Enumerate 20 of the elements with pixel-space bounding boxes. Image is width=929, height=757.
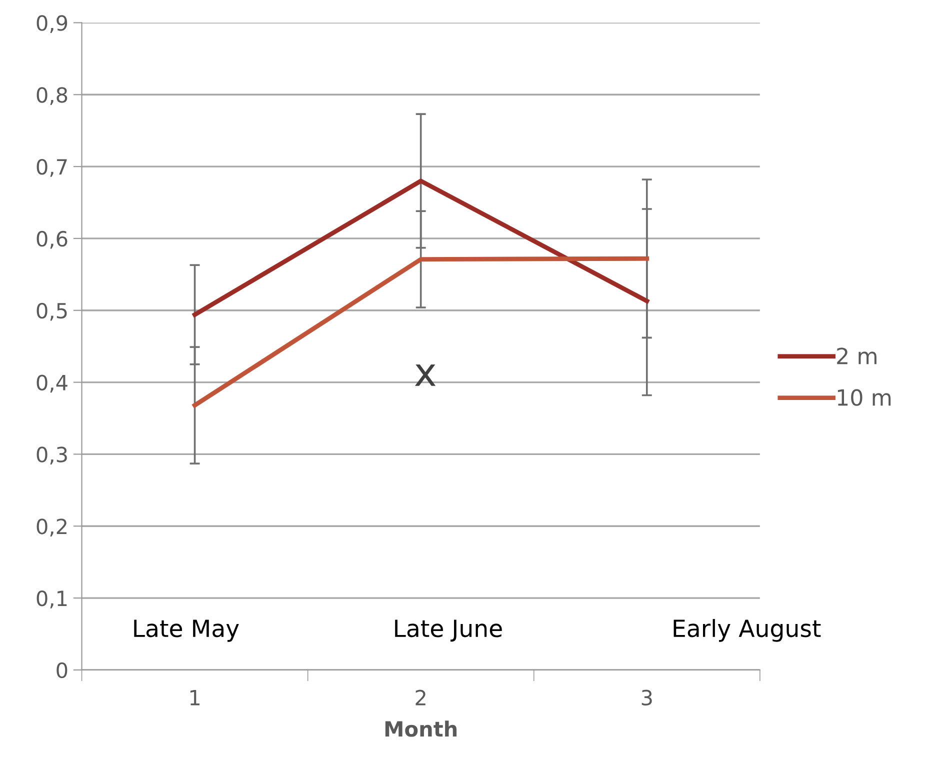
annotation: Late June <box>395 620 502 642</box>
annotation: Early August <box>674 618 821 642</box>
y-tick-label: 0,2 <box>36 518 66 536</box>
x-tick-label: 1 <box>190 690 200 706</box>
y-tick-label: 0,3 <box>36 446 67 465</box>
y-tick-label: 0 <box>56 662 68 678</box>
y-tick-label: 0,1 <box>36 590 67 608</box>
x-axis-title: Month <box>385 720 457 737</box>
y-tick-label: 0,8 <box>36 87 68 105</box>
y-tick-label: 0,6 <box>36 230 68 249</box>
annotation: Late May <box>134 620 239 642</box>
x-tick-label: 2 <box>416 690 426 706</box>
y-tick-label: 0,7 <box>36 158 67 177</box>
legend-label: 10 m <box>838 389 891 406</box>
y-tick-label: 0,5 <box>36 302 67 321</box>
x-tick-label: 3 <box>642 690 652 706</box>
y-tick-label: 0,9 <box>36 15 68 34</box>
y-tick-label: 0,4 <box>36 374 68 393</box>
legend-label: 2 m <box>837 348 876 364</box>
annotation: x <box>414 364 436 386</box>
